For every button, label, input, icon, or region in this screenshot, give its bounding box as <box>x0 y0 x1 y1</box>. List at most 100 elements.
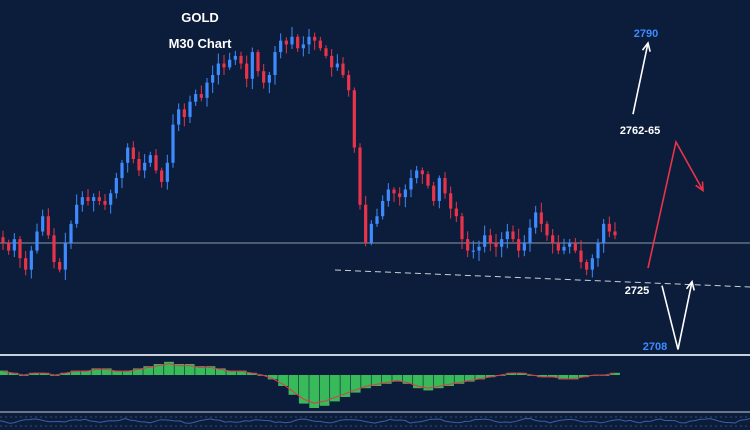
candle <box>35 223 39 254</box>
candle <box>245 55 249 88</box>
candle <box>75 194 79 228</box>
candle-body <box>398 193 402 198</box>
candle <box>545 221 549 241</box>
macd-bar <box>278 375 288 386</box>
candle <box>522 235 526 257</box>
candle-body <box>222 63 226 68</box>
candle-body <box>131 147 135 159</box>
candle <box>602 218 606 253</box>
candle-body <box>75 204 79 224</box>
candle-body <box>545 223 549 236</box>
macd-bar <box>381 375 392 384</box>
candle <box>290 27 294 49</box>
macd-bar <box>423 375 434 391</box>
macd-bar <box>195 366 205 375</box>
candle <box>267 71 271 94</box>
macd-bar <box>361 375 371 389</box>
candle <box>483 225 487 253</box>
macd-bar <box>537 375 548 378</box>
macd-bar <box>143 366 154 375</box>
candle-body <box>573 242 577 251</box>
macd-bar <box>153 364 164 375</box>
candle-body <box>375 216 379 224</box>
candle-body <box>267 74 271 83</box>
candle-body <box>80 197 84 205</box>
macd-bar <box>578 375 589 378</box>
candle <box>24 250 28 276</box>
macd-bar <box>516 372 527 375</box>
candle-body <box>420 170 424 175</box>
candle <box>1 230 5 250</box>
candle-body <box>86 197 90 201</box>
candle <box>233 50 237 66</box>
candle-body <box>324 48 328 56</box>
candle-body <box>607 223 611 232</box>
candle <box>488 228 492 252</box>
candle <box>148 151 152 167</box>
macd-bar <box>558 375 569 380</box>
white-v-path <box>661 281 693 350</box>
candle-body <box>460 216 464 240</box>
macd-bar <box>8 372 19 375</box>
candle-body <box>426 174 430 186</box>
macd-bar <box>350 375 361 393</box>
candle-body <box>199 94 203 98</box>
candle <box>296 34 300 52</box>
macd-bar <box>464 375 475 382</box>
candle <box>29 245 33 279</box>
arrow-head <box>641 41 651 52</box>
macd-bar <box>319 375 330 406</box>
macd-bar <box>184 364 195 375</box>
candle-body <box>52 235 56 263</box>
candle <box>392 187 396 202</box>
candle-body <box>171 124 175 163</box>
level-label: 2790 <box>634 28 658 40</box>
arrow-head <box>695 181 704 193</box>
macd-bar <box>205 366 216 375</box>
candle <box>335 54 339 71</box>
candle-body <box>109 193 113 205</box>
candle <box>165 154 169 190</box>
candle <box>137 151 141 177</box>
candle-body <box>188 101 192 117</box>
candle-body <box>613 231 617 236</box>
arrow-head <box>685 279 695 291</box>
macd-bar <box>413 375 423 389</box>
candle-body <box>143 162 147 171</box>
candle-body <box>596 242 600 259</box>
macd-bar <box>112 370 122 375</box>
candle-body <box>330 55 334 68</box>
candle <box>505 223 509 249</box>
candle-body <box>245 63 249 79</box>
candle <box>18 236 22 268</box>
macd-bar <box>101 368 112 375</box>
macd-bar <box>330 375 340 402</box>
candle-body <box>579 250 583 263</box>
candle <box>69 220 73 249</box>
candle <box>364 195 368 247</box>
candle <box>386 183 390 207</box>
candle-body <box>443 178 447 194</box>
candle <box>369 220 373 246</box>
candle <box>341 57 345 78</box>
candle-body <box>437 178 441 201</box>
candle <box>596 238 600 267</box>
candle <box>403 184 407 208</box>
candle-body <box>126 147 130 163</box>
candle <box>188 95 192 123</box>
candle-body <box>568 242 572 247</box>
macd-bar <box>122 370 133 375</box>
macd-bar <box>39 372 50 375</box>
candle <box>114 172 118 199</box>
macd-panel <box>0 361 620 408</box>
indicator-line <box>0 417 750 424</box>
candle <box>358 143 362 210</box>
white-up-arrow <box>632 41 651 115</box>
secondary-indicator-panel <box>0 416 750 427</box>
candle-body <box>103 200 107 205</box>
macd-bar <box>29 372 40 375</box>
macd-bar <box>309 375 320 408</box>
candle-body <box>148 155 152 163</box>
candle <box>432 181 436 206</box>
